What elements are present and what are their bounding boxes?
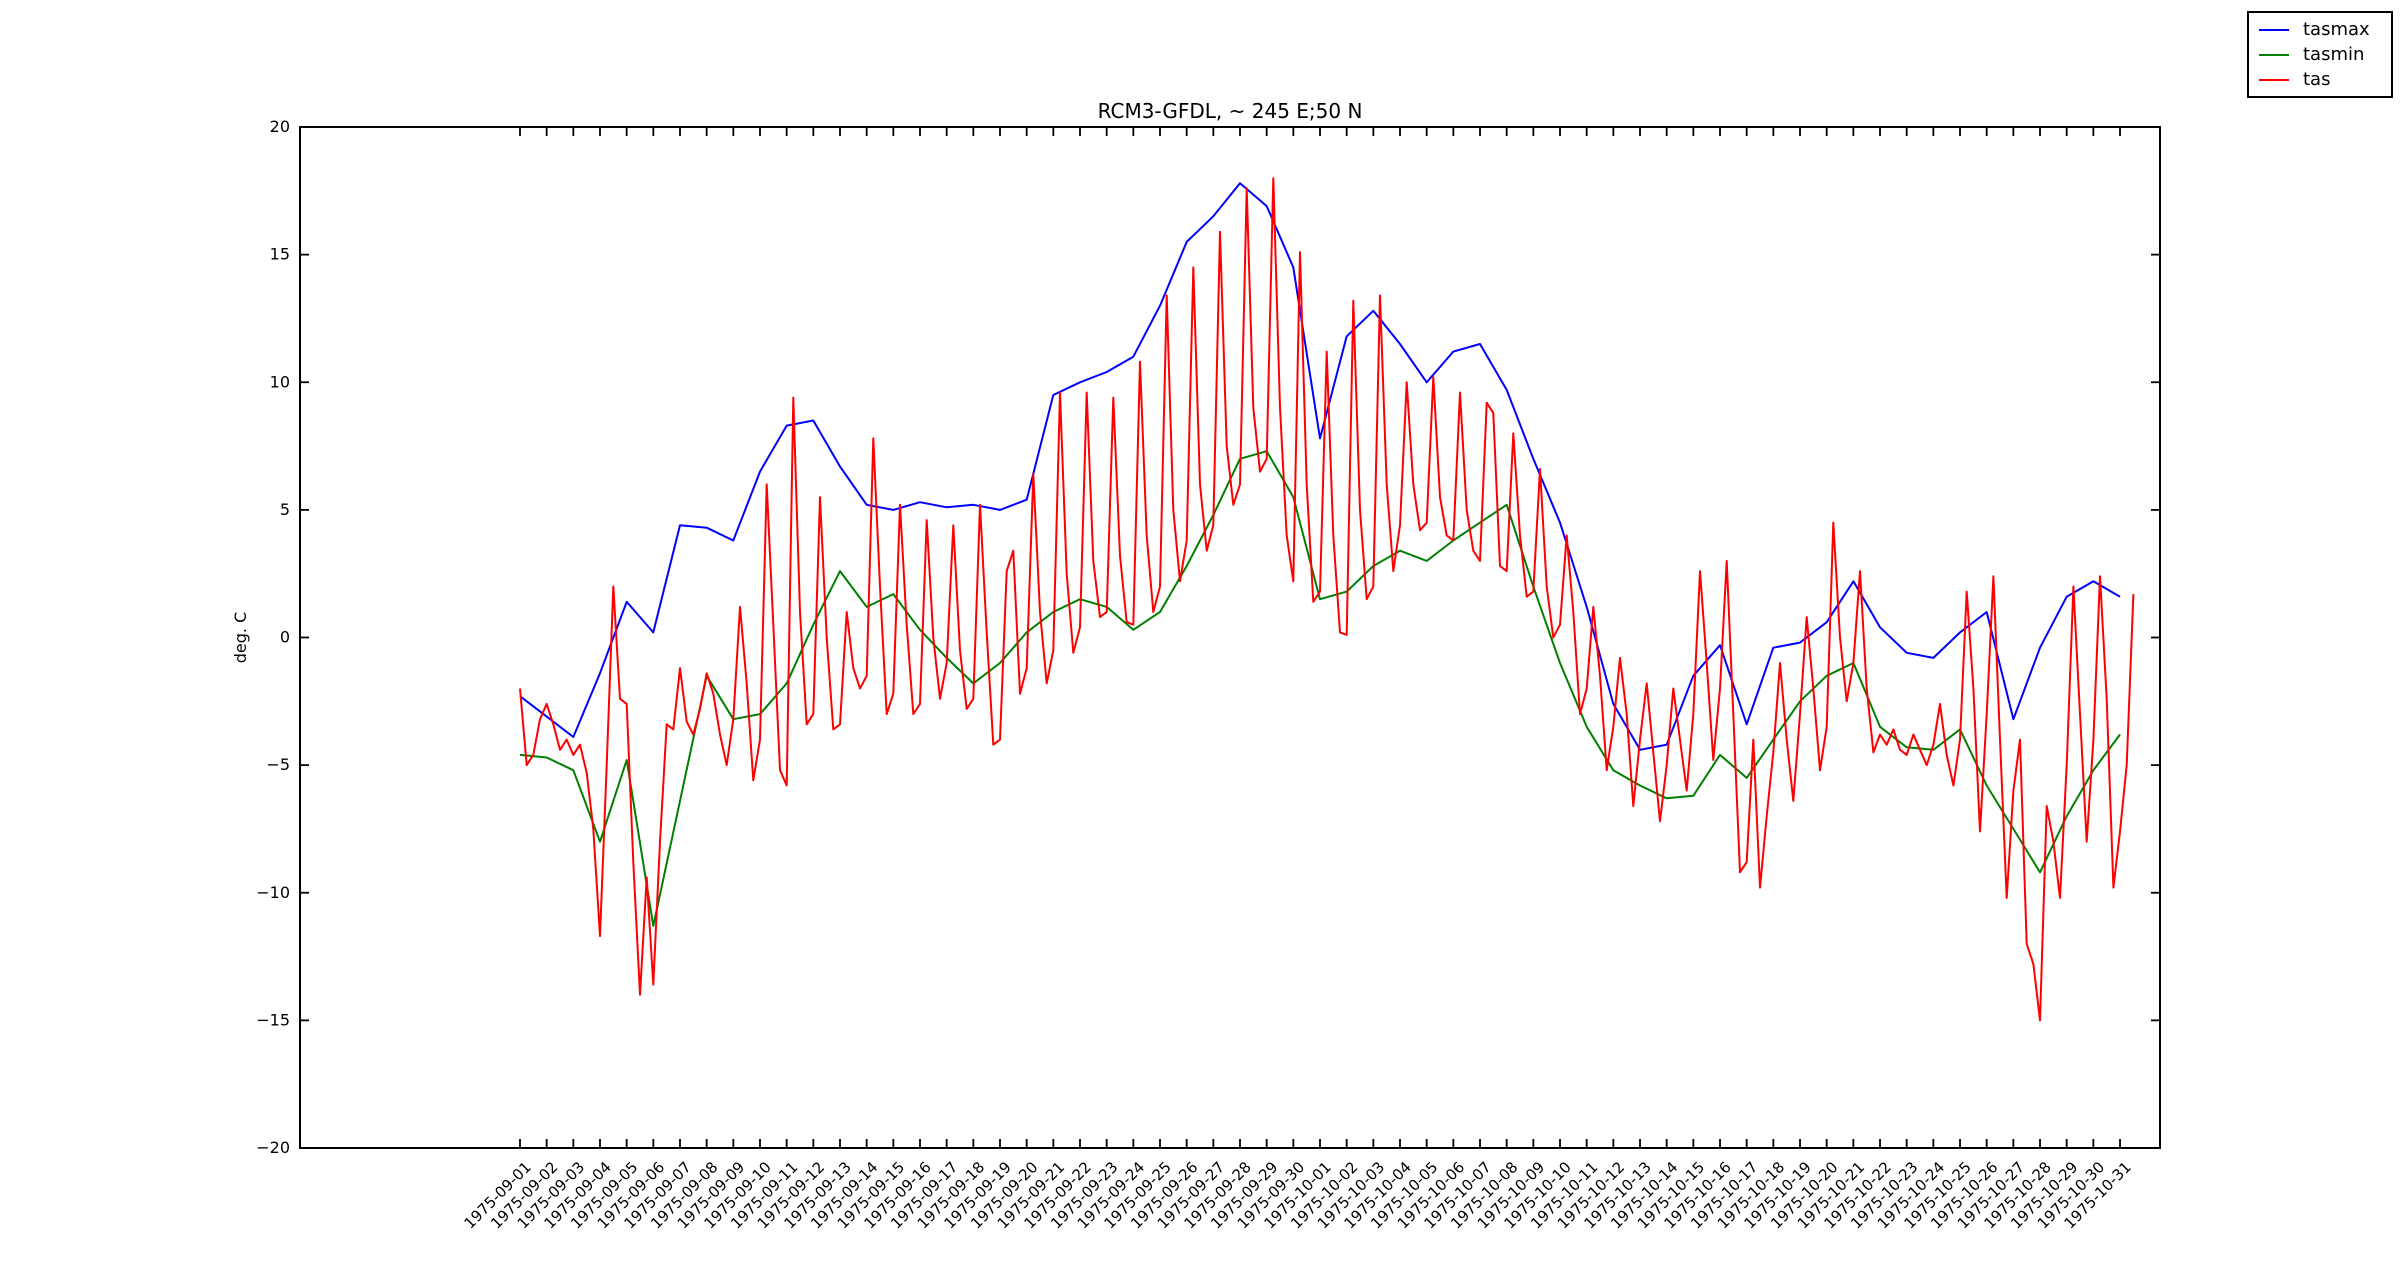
legend-label-tas: tas xyxy=(2303,68,2331,90)
y-tick-label: 5 xyxy=(280,500,290,519)
y-axis-label: deg. C xyxy=(231,612,250,664)
y-tick-label: 15 xyxy=(270,245,290,264)
y-tick-label: 0 xyxy=(280,628,290,647)
tasmax-line xyxy=(519,182,2121,751)
y-tick-label: 20 xyxy=(270,117,290,136)
axes-frame xyxy=(299,126,2161,1149)
legend-item-tasmin: tasmin xyxy=(2259,43,2381,65)
legend: tasmax tasmin tas xyxy=(2247,11,2393,98)
legend-label-tasmax: tasmax xyxy=(2303,18,2370,40)
legend-item-tasmax: tasmax xyxy=(2259,18,2381,40)
chart-title: RCM3-GFDL, ~ 245 E;50 N xyxy=(1098,99,1363,123)
tasmin-line-swatch xyxy=(2259,53,2289,56)
tas-line-swatch xyxy=(2259,78,2289,81)
y-tick-label: −10 xyxy=(256,883,290,902)
y-tick-label: −5 xyxy=(266,755,290,774)
legend-item-tas: tas xyxy=(2259,68,2381,90)
tas-line xyxy=(519,177,2135,1022)
y-tick-label: −20 xyxy=(256,1138,290,1157)
y-tick-label: 10 xyxy=(270,372,290,391)
y-tick-label: −15 xyxy=(256,1010,290,1029)
tasmax-line-swatch xyxy=(2259,28,2289,31)
legend-label-tasmin: tasmin xyxy=(2303,43,2365,65)
tasmin-line xyxy=(519,450,2121,927)
